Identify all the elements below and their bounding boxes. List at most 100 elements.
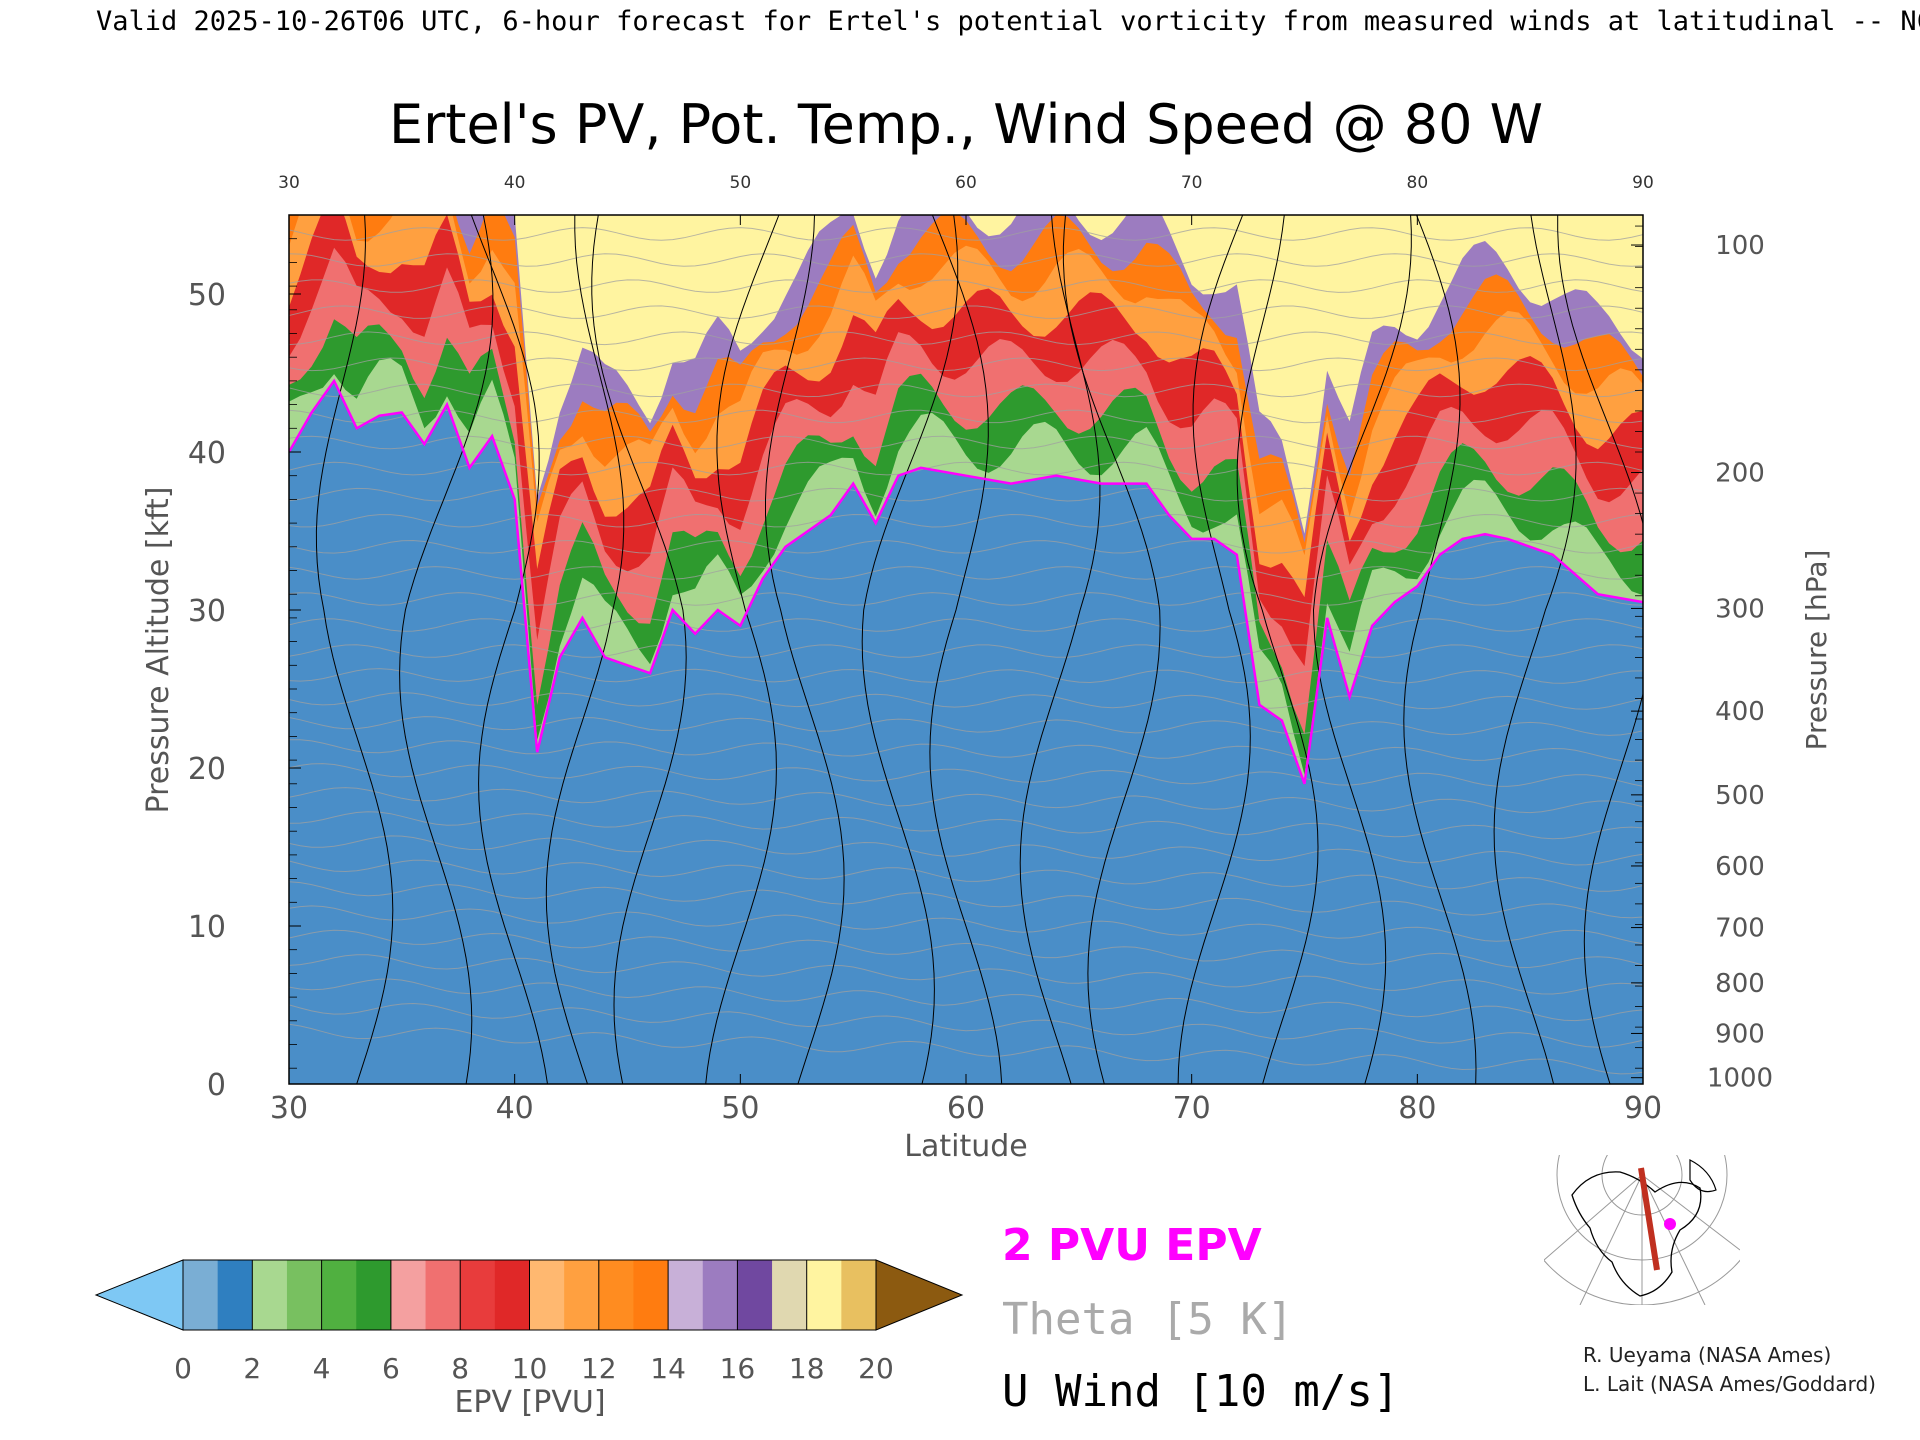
pressure-tick-label: 300 <box>1715 594 1765 624</box>
colorbar-tick-label: 10 <box>512 1352 548 1385</box>
theta-contour <box>289 835 1643 866</box>
colorbar-under-arrow <box>94 1259 184 1331</box>
pressure-tick-label: 600 <box>1715 852 1765 882</box>
theta-contour <box>289 279 1643 293</box>
u-wind-contour <box>1062 215 1161 1084</box>
theta-contour <box>289 929 1643 969</box>
u-wind-contour <box>591 215 687 1084</box>
x-tick-label: 80 <box>1398 1091 1436 1126</box>
pressure-tick-label: 1000 <box>1707 1064 1773 1094</box>
u-wind-contour <box>315 215 394 1084</box>
theta-contour <box>289 905 1643 945</box>
location-dot <box>1664 1218 1676 1230</box>
theta-contour <box>289 566 1643 580</box>
u-wind-contour <box>1177 215 1251 1084</box>
colorbar-segment <box>183 1260 219 1330</box>
theta-contour <box>289 253 1643 267</box>
x-tick-label-top: 90 <box>1632 173 1654 193</box>
colorbar-segment <box>668 1260 704 1330</box>
colorbar-segment <box>390 1260 427 1330</box>
u-wind-contour <box>765 215 845 1084</box>
theta-contour <box>289 692 1643 710</box>
credit-line-2: L. Lait (NASA Ames/Goddard) <box>1583 1372 1876 1396</box>
colorbar-tick-label: 14 <box>650 1352 686 1385</box>
theta-contour <box>289 487 1643 502</box>
theta-contour <box>289 859 1643 892</box>
colorbar-tick-label: 18 <box>789 1352 825 1385</box>
colorbar-segment <box>252 1260 288 1330</box>
theta-contour <box>289 227 1643 241</box>
theta-contour <box>289 618 1643 632</box>
chart-title: Ertel's PV, Pot. Temp., Wind Speed @ 80 … <box>389 93 1543 156</box>
theta-contour <box>289 716 1643 736</box>
theta-contour <box>289 739 1643 763</box>
colorbar-segment <box>286 1260 323 1330</box>
theta-contour <box>289 881 1643 919</box>
theta-contour <box>289 1023 1643 1075</box>
pressure-tick-label: 200 <box>1715 459 1765 489</box>
u-wind-contour <box>1019 215 1101 1084</box>
colorbar-tick-label: 8 <box>451 1352 469 1385</box>
x-tick-label-top: 80 <box>1407 173 1429 193</box>
theta-contour <box>289 202 1643 215</box>
colorbar-segment <box>564 1260 600 1330</box>
x-tick-label: 90 <box>1624 1091 1662 1126</box>
u-wind-contours <box>315 215 1643 1084</box>
colorbar-segment <box>633 1260 669 1330</box>
x-tick-label: 40 <box>496 1091 534 1126</box>
u-wind-contour <box>399 215 494 1084</box>
x-axis-label: Latitude <box>904 1129 1027 1164</box>
colorbar-tick-label: 12 <box>581 1352 617 1385</box>
pressure-tick-label: 900 <box>1715 1019 1765 1049</box>
tropopause-2pvu-line <box>289 378 1643 785</box>
colorbar-segment <box>841 1260 877 1330</box>
y-tick-label: 10 <box>188 910 226 945</box>
colorbar-tick-label: 0 <box>174 1352 192 1385</box>
colorbar-label: EPV [PVU] <box>454 1385 605 1420</box>
colorbar-segment <box>425 1260 461 1330</box>
coastline-shape <box>1571 1171 1702 1297</box>
theta-contour <box>289 513 1643 528</box>
u-wind-contour <box>1403 215 1477 1084</box>
colorbar-tick-label: 4 <box>313 1352 331 1385</box>
x-tick-label: 60 <box>947 1091 985 1126</box>
pressure-axis-ticks: 100 200 300 400 500 600 700 800 900 1000 <box>1631 225 1773 1094</box>
y-axis-ticks: 0 10 20 30 40 50 <box>188 278 301 1103</box>
colorbar-segment <box>321 1260 357 1330</box>
pv-stratosphere-bands <box>289 215 1643 784</box>
colorbar-tick-label: 2 <box>243 1352 261 1385</box>
credit-line-1: R. Ueyama (NASA Ames) <box>1583 1343 1831 1367</box>
theta-contour <box>289 1002 1643 1048</box>
pressure-tick-label: 700 <box>1715 914 1765 944</box>
theta-contour <box>289 305 1643 319</box>
y-tick-label: 30 <box>188 594 226 629</box>
legend-item-2pvu: 2 PVU EPV <box>1002 1220 1262 1271</box>
u-wind-contour <box>929 215 1003 1084</box>
legend-item-u-wind: U Wind [10 m/s] <box>1002 1366 1399 1417</box>
theta-contour <box>289 331 1643 346</box>
theta-contour <box>289 539 1643 554</box>
x-tick-label-top: 60 <box>955 173 977 193</box>
x-tick-label: 30 <box>270 1091 308 1126</box>
x-axis-ticks: 30 30 40 40 50 50 60 60 70 70 80 80 90 90 <box>270 173 1662 1126</box>
y-axis-label-right: Pressure [hPa] <box>1800 550 1833 751</box>
theta-contours <box>289 202 1643 1075</box>
u-wind-contour <box>1557 215 1643 1084</box>
valid-time-header: Valid 2025-10-26T06 UTC, 6-hour forecast… <box>96 6 1920 37</box>
colorbar-segment <box>529 1260 565 1330</box>
theta-contour <box>289 644 1643 658</box>
u-wind-contour <box>861 215 959 1084</box>
theta-contour <box>289 668 1643 684</box>
u-wind-contour <box>470 215 548 1084</box>
u-wind-contour <box>705 215 780 1084</box>
x-tick-label-top: 50 <box>730 173 752 193</box>
colorbar-tick-label: 6 <box>382 1352 400 1385</box>
legend: 2 PVU EPV Theta [5 K] U Wind [10 m/s] <box>1002 1220 1399 1417</box>
x-tick-label-top: 40 <box>504 173 526 193</box>
pressure-tick-label: 100 <box>1715 231 1765 261</box>
colorbar-segment <box>598 1260 634 1330</box>
pressure-tick-label: 400 <box>1715 697 1765 727</box>
theta-contour <box>289 811 1643 840</box>
colorbar-tick-label: 20 <box>858 1352 894 1385</box>
colorbar-segment <box>806 1260 842 1330</box>
